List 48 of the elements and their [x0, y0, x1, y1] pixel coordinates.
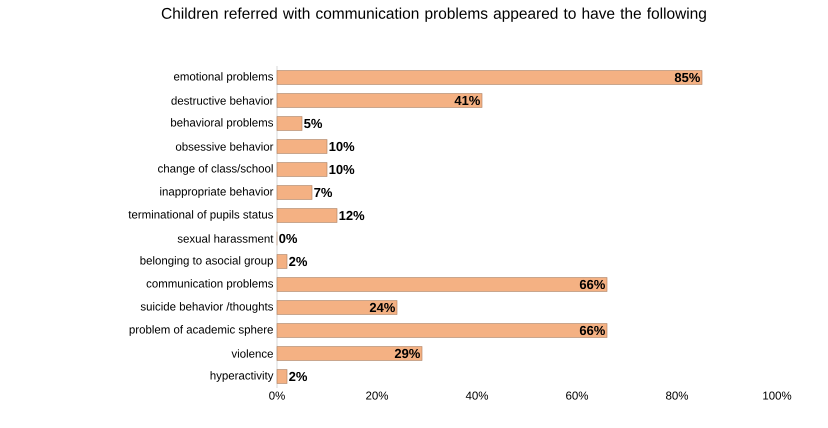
y-tick-label: destructive behavior	[171, 96, 274, 105]
y-tick-label: change of class/school	[158, 164, 273, 175]
y-tick-label: violence	[231, 349, 273, 358]
x-tick-label: 80%	[666, 392, 688, 400]
data-label: 29%	[394, 348, 420, 358]
data-label: 7%	[314, 188, 332, 198]
y-tick-label: communication problems	[146, 279, 274, 290]
bar	[276, 139, 328, 154]
bar	[276, 93, 482, 108]
data-label: 5%	[304, 118, 322, 128]
bar	[276, 277, 608, 292]
y-tick-label: inappropriate behavior	[160, 187, 274, 198]
x-tick-label: 0%	[269, 392, 285, 400]
bar	[276, 369, 288, 384]
y-tick-label: sexual harassment	[178, 234, 274, 243]
y-tick-label: suicide behavior /thoughts	[140, 302, 274, 313]
y-tick-label: belonging to asocial group	[140, 256, 273, 267]
bar	[276, 346, 422, 361]
data-label: 12%	[340, 210, 364, 220]
data-label: 41%	[454, 96, 480, 106]
bar	[276, 300, 398, 315]
x-tick-label: 20%	[366, 392, 388, 400]
x-tick-label: 60%	[566, 392, 588, 400]
data-label: 2%	[289, 256, 308, 266]
x-tick-label: 40%	[466, 392, 488, 400]
data-label: 2%	[289, 372, 308, 382]
x-tick-label: 100%	[763, 392, 792, 400]
y-tick-label: terminational of pupils status	[128, 210, 274, 221]
y-tick-label: problem of academic sphere	[130, 325, 273, 336]
bar	[276, 254, 288, 269]
data-label: 85%	[674, 72, 700, 82]
chart-title: Children referred with communication problems appeared to have the following	[162, 8, 706, 22]
y-tick-label: emotional problems	[174, 72, 274, 83]
data-label: 66%	[580, 280, 605, 290]
bar	[276, 185, 312, 200]
bar	[276, 70, 702, 85]
y-tick-label: obsessive behavior	[176, 142, 274, 151]
bar	[276, 323, 608, 338]
data-label: 24%	[370, 302, 395, 312]
data-label: 10%	[330, 164, 354, 174]
bar	[276, 116, 302, 131]
bar	[276, 162, 328, 177]
data-label: 66%	[580, 326, 605, 336]
bar	[276, 208, 338, 223]
data-label: 10%	[330, 142, 354, 152]
data-label: 0%	[279, 234, 298, 244]
y-tick-label: behavioral problems	[171, 118, 274, 129]
y-tick-label: hyperactivity	[210, 371, 274, 382]
